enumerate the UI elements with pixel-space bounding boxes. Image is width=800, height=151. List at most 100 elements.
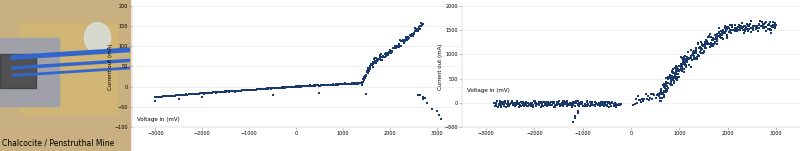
Point	[683, 64, 696, 66]
Point	[382, 54, 394, 57]
Point	[530, 102, 542, 104]
Point	[756, 25, 769, 28]
Point	[302, 85, 314, 87]
Point	[391, 45, 404, 48]
Point	[734, 28, 746, 30]
Point	[640, 98, 653, 100]
Point	[433, 114, 446, 116]
Point	[662, 76, 674, 78]
Point	[402, 37, 415, 39]
Point	[197, 92, 210, 95]
Point	[530, 103, 542, 105]
Point	[549, 103, 562, 106]
Point	[740, 28, 753, 31]
Point	[586, 101, 599, 104]
Point	[666, 76, 678, 79]
Point	[756, 24, 769, 26]
Point	[406, 35, 419, 38]
Point	[670, 76, 683, 78]
Point	[320, 84, 333, 86]
Point	[667, 76, 680, 78]
Point	[413, 26, 426, 28]
Point	[656, 93, 669, 96]
Point	[206, 91, 219, 94]
Point	[705, 35, 718, 38]
Point	[372, 59, 385, 61]
Point	[736, 26, 749, 29]
Point	[714, 33, 726, 36]
Point	[718, 31, 731, 34]
Point	[655, 92, 668, 95]
Point	[229, 90, 242, 92]
Point	[689, 51, 702, 54]
Point	[664, 74, 677, 77]
Point	[653, 93, 666, 96]
Point	[763, 28, 776, 30]
Point	[701, 39, 714, 42]
Point	[689, 51, 702, 54]
Point	[670, 77, 682, 80]
Point	[525, 102, 538, 105]
Point	[394, 45, 406, 47]
Point	[309, 84, 322, 87]
Point	[659, 81, 672, 83]
Point	[526, 101, 538, 104]
Point	[674, 63, 687, 65]
Point	[654, 100, 667, 102]
Point	[679, 58, 692, 61]
Point	[724, 24, 737, 26]
Point	[579, 103, 592, 106]
Point	[721, 34, 734, 36]
Point	[535, 102, 548, 104]
Point	[408, 31, 421, 34]
Point	[267, 87, 280, 89]
Point	[694, 41, 707, 43]
Point	[720, 30, 733, 32]
Point	[558, 102, 570, 104]
Point	[520, 104, 533, 107]
Point	[665, 77, 678, 80]
Point	[354, 82, 366, 84]
Point	[385, 52, 398, 55]
Point	[322, 84, 334, 86]
Point	[365, 64, 378, 66]
Point	[573, 101, 586, 104]
Point	[746, 28, 759, 31]
Point	[709, 41, 722, 43]
Point	[667, 82, 680, 85]
Point	[685, 49, 698, 51]
Point	[750, 27, 762, 30]
Point	[507, 104, 520, 106]
Point	[541, 105, 554, 108]
Point	[350, 82, 363, 85]
Point	[699, 45, 712, 47]
Point	[696, 48, 709, 50]
Point	[505, 100, 518, 102]
Point	[699, 47, 712, 49]
Point	[609, 101, 622, 104]
Point	[567, 102, 580, 104]
Point	[522, 102, 534, 104]
Point	[362, 69, 374, 71]
Point	[199, 92, 212, 94]
Point	[711, 43, 724, 45]
Point	[364, 66, 377, 69]
Point	[762, 27, 774, 30]
Point	[210, 91, 223, 94]
Point	[592, 101, 605, 104]
Point	[533, 104, 546, 106]
Point	[666, 84, 679, 86]
Point	[713, 26, 726, 29]
Point	[758, 26, 770, 29]
Point	[608, 102, 621, 105]
Point	[536, 104, 549, 106]
Point	[607, 105, 620, 107]
Point	[747, 25, 760, 27]
Point	[691, 42, 704, 44]
Point	[717, 38, 730, 41]
Point	[294, 85, 306, 87]
Point	[514, 100, 527, 103]
Point	[219, 90, 232, 93]
Point	[331, 83, 344, 86]
Point	[409, 27, 422, 29]
